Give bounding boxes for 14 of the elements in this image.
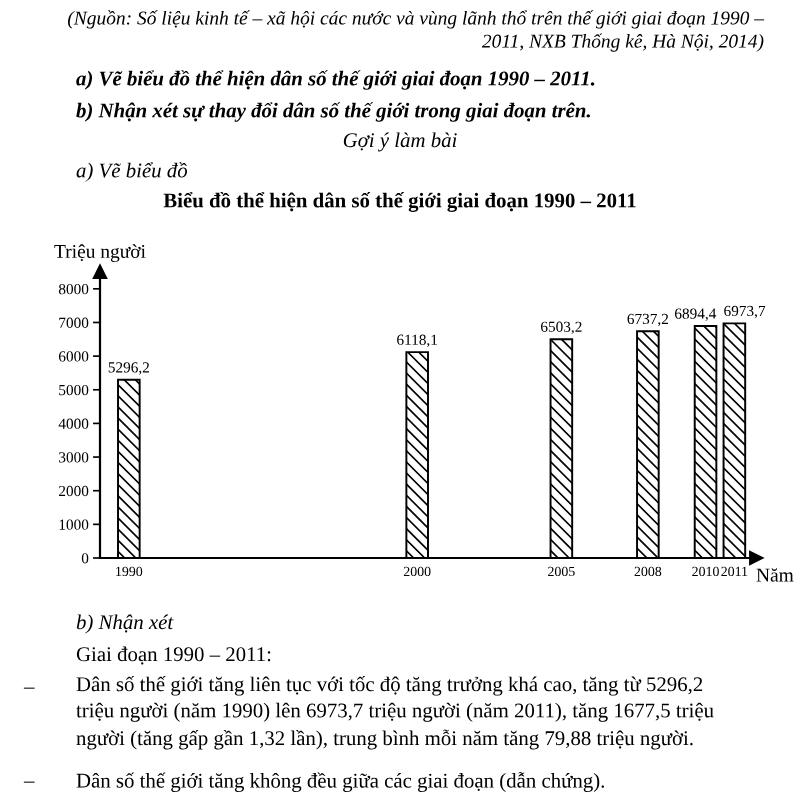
text: a) Vẽ biểu đồ thể hiện dân số thế giới giai đoạn 1990 – 2011.: [76, 70, 595, 90]
text: a) Vẽ biểu đồ: [76, 162, 188, 182]
text: Giai đoạn 1990 – 2011:: [76, 646, 271, 665]
text: Dân số thế giới tăng không đều giữa các giai đoạn (dẫn chứng).: [76, 772, 605, 792]
text: –: [23, 781, 35, 783]
text: Gợi ý làm bài: [343, 132, 457, 152]
text: b) Nhận xét sự thay đổi dân số thế giới trong giai đoạn trên.: [76, 102, 590, 122]
text: Dân số thế giới tăng liên tục với tốc độ tăng trưởng khá cao, tăng từ 5296,2 triệu người (năm 1990) lên 6973,7 triệu người (năm 2011), tăng 1677,5 triệu người (tăng gấp gần 1,32 lần), trung bình mỗi năm tăng 79,88 triệu người.: [76, 676, 714, 750]
x-axis-title: Năm: [756, 568, 794, 582]
text: –: [23, 687, 35, 689]
text: b) Nhận xét: [76, 614, 174, 634]
text: (Nguồn: Số liệu kinh tế – xã hội các nước và vùng lãnh thổ trên thế giới giai đoạn 1990 – 2011, NXB Thống kê, Hà Nội, 2014): [68, 10, 765, 52]
chart-title: Biểu đồ thể hiện dân số thế giới giai đoạn 1990 – 2011: [163, 192, 636, 212]
y-axis-title: Triệu người: [54, 244, 146, 262]
